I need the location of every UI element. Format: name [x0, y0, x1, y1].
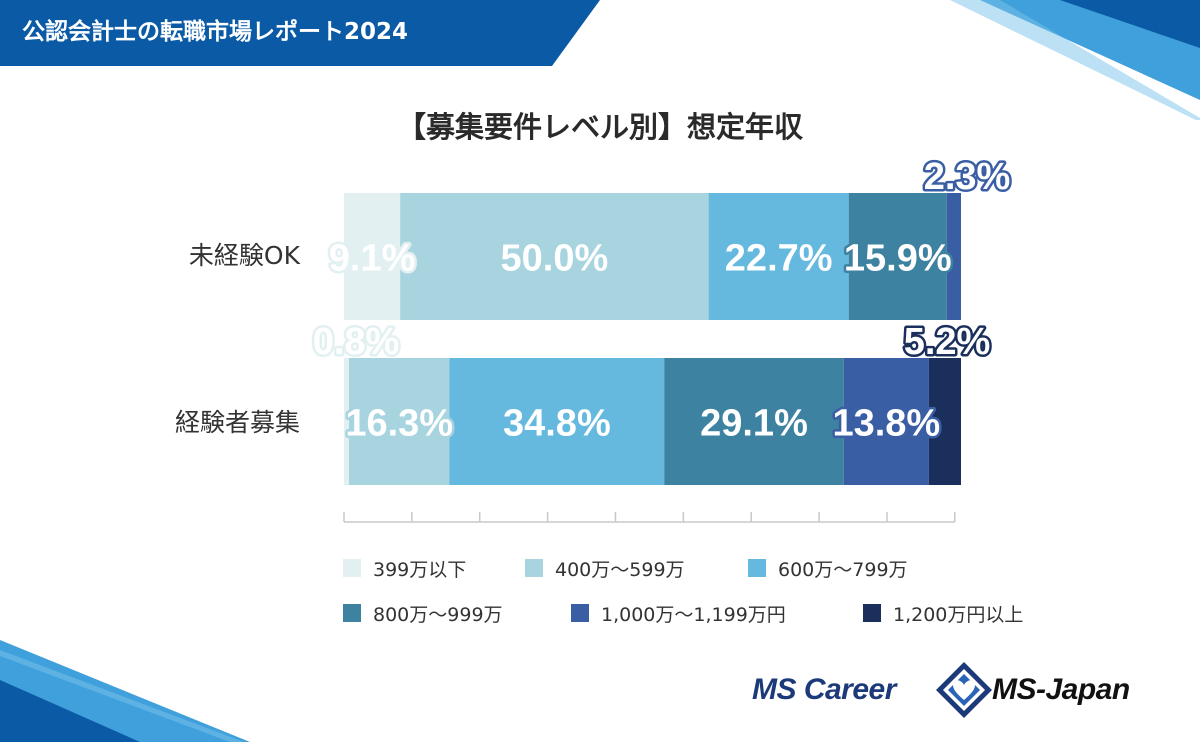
bar-value-label-0-4: 2.3% — [924, 156, 1011, 198]
bar-value-label-0-2: 22.7% — [725, 238, 833, 280]
ms-career-logo-text: MS Career — [752, 673, 896, 706]
legend-swatch — [748, 559, 766, 577]
bar-segment-0-2 — [708, 193, 849, 320]
legend-item-5: 1,200万円以上 — [863, 598, 1023, 628]
legend-swatch — [863, 604, 881, 622]
legend-item-2: 600万〜799万 — [748, 553, 908, 583]
legend-item-1: 400万〜599万 — [525, 553, 685, 583]
bar-segment-0-3 — [848, 193, 947, 320]
bar-segment-0-1 — [400, 193, 709, 320]
bar-value-label-1-4: 13.8% — [832, 403, 940, 445]
legend-label: 1,000万〜1,199万円 — [601, 603, 786, 626]
legend-label: 400万〜599万 — [555, 558, 685, 581]
bar-value-label-0-1: 50.0% — [501, 238, 609, 280]
legend-item-4: 1,000万〜1,199万円 — [571, 598, 786, 628]
legend-swatch — [571, 604, 589, 622]
bar-value-label-1-3: 29.1% — [700, 403, 808, 445]
ms-japan-logo: MS-Japan — [992, 668, 1130, 712]
bar-value-label-0-3: 15.9% — [844, 238, 952, 280]
bar-segment-1-0 — [344, 358, 349, 485]
bar-value-label-1-5: 5.2% — [904, 321, 991, 363]
legend-swatch — [343, 604, 361, 622]
row-label-inexperienced: 未経験OK — [188, 241, 300, 270]
legend-label: 800万〜999万 — [373, 603, 503, 626]
ms-career-logo: MS Career — [752, 668, 896, 712]
bar-segment-0-0 — [344, 193, 401, 320]
bar-segment-1-2 — [449, 358, 665, 485]
legend-label: 1,200万円以上 — [893, 603, 1024, 626]
legend-label: 600万〜799万 — [778, 558, 908, 581]
diamond-heart-logo-icon — [936, 662, 992, 718]
legend-item-3: 800万〜999万 — [343, 598, 503, 628]
bar-segment-1-4 — [843, 358, 929, 485]
bar-segment-0-4 — [946, 193, 961, 320]
bar-value-label-1-2: 34.8% — [503, 403, 611, 445]
bar-segment-1-5 — [928, 358, 961, 485]
top-right-decoration — [950, 0, 1200, 120]
legend-swatch — [525, 559, 543, 577]
row-label-experienced: 経験者募集 — [174, 408, 300, 437]
legend-label: 399万以下 — [373, 558, 467, 581]
bottom-left-decoration — [0, 640, 250, 742]
header-title: 公認会計士の転職市場レポート2024 — [22, 19, 409, 45]
bar-value-label-1-0: 0.8% — [313, 321, 400, 363]
bar-segment-1-3 — [664, 358, 844, 485]
legend-swatch — [343, 559, 361, 577]
bar-segment-1-1 — [348, 358, 450, 485]
legend-item-0: 399万以下 — [343, 553, 466, 583]
chart-title: 【募集要件レベル別】想定年収 — [396, 110, 803, 144]
bar-value-label-1-1: 16.3% — [345, 403, 453, 445]
ms-japan-logo-text: MS-Japan — [992, 673, 1130, 706]
header-bar — [0, 0, 600, 66]
bar-value-label-0-0: 9.1% — [329, 238, 416, 280]
